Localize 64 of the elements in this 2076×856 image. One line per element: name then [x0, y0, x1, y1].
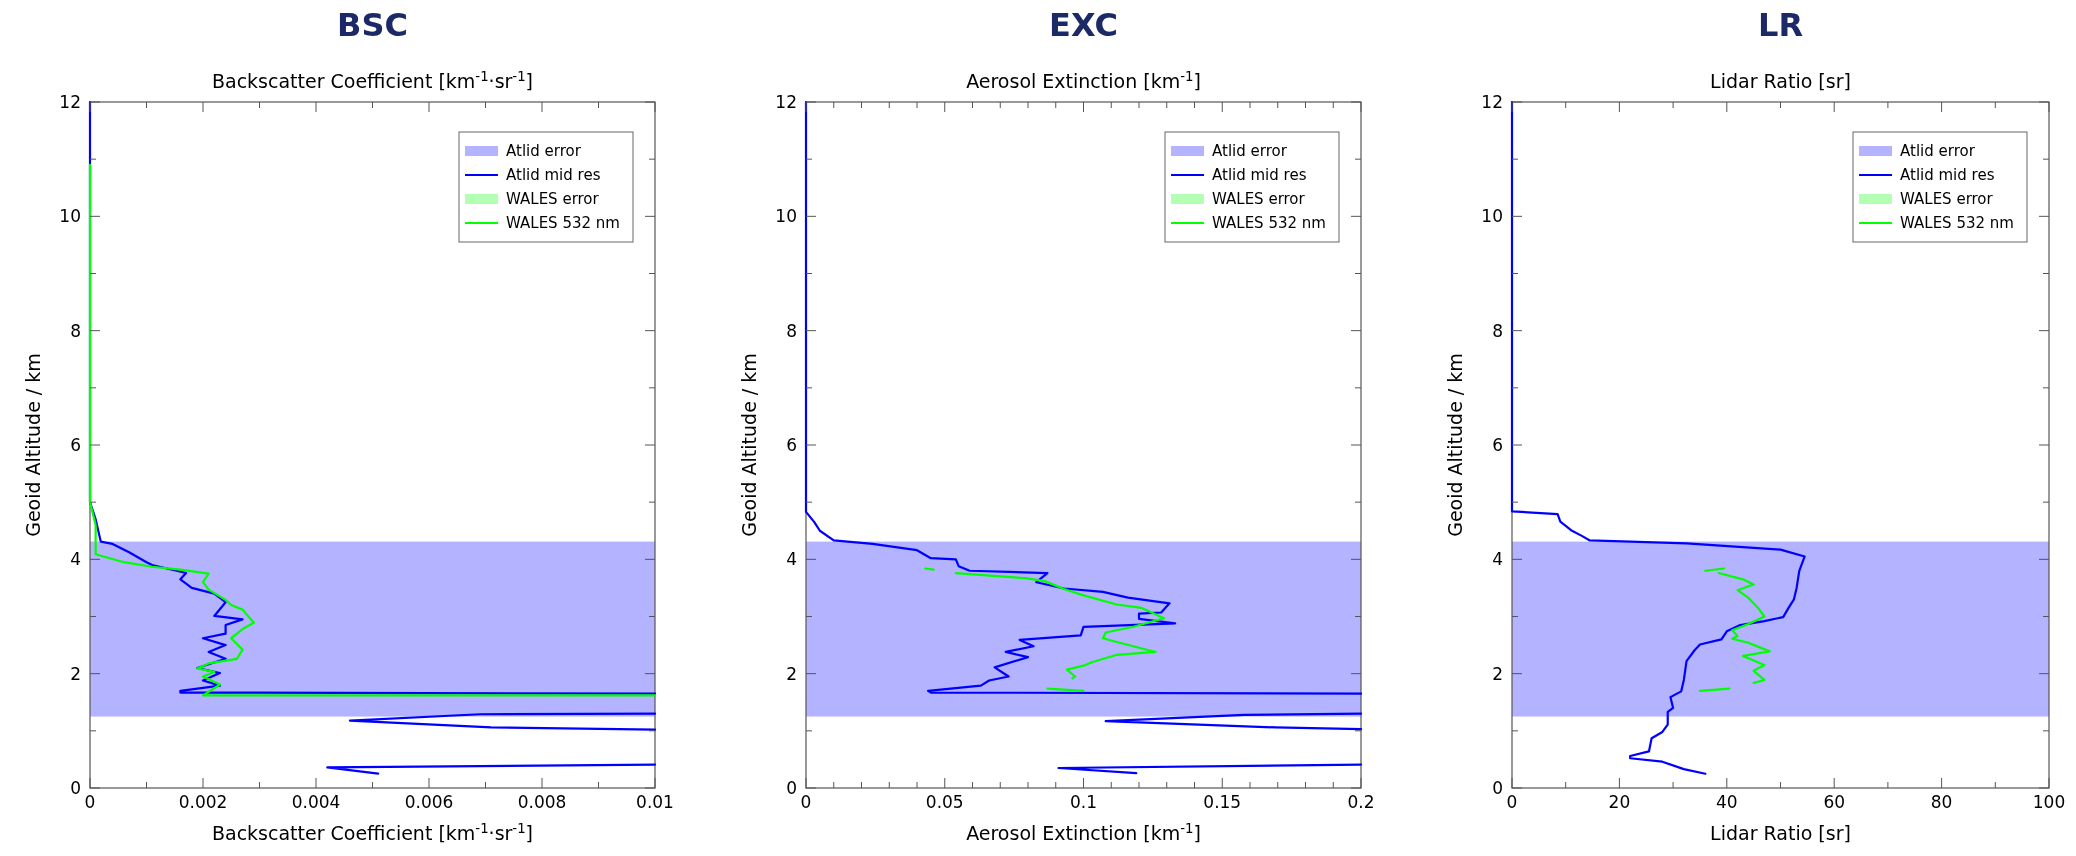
x-tick-label: 0.004	[291, 792, 341, 812]
y-tick-label: 10	[59, 206, 81, 227]
chart-subtitle: Lidar Ratio [sr]	[1710, 70, 1851, 92]
y-tick-label: 6	[70, 435, 81, 455]
y-tick-label: 2	[1492, 663, 1503, 684]
legend-label: WALES error	[1900, 190, 1994, 208]
legend-label: Atlid mid res	[1212, 166, 1307, 184]
y-tick-label: 12	[775, 92, 797, 112]
x-tick-label: 40	[1715, 792, 1738, 812]
x-tick-label: 20	[1608, 792, 1631, 812]
x-tick-label: 0.01	[636, 792, 674, 812]
chart-title: BSC	[337, 6, 408, 44]
y-tick-label: 0	[70, 778, 81, 798]
x-tick-label: 0.006	[404, 792, 454, 812]
chart-title: LR	[1757, 6, 1804, 44]
y-tick-label: 0	[1492, 778, 1503, 798]
y-tick-label: 10	[775, 206, 797, 227]
y-axis-title: Geoid Altitude / km	[1444, 353, 1466, 537]
y-tick-label: 4	[70, 549, 81, 570]
y-tick-label: 2	[70, 663, 81, 684]
x-tick-label: 100	[2032, 792, 2066, 812]
line-series	[88, 163, 657, 697]
x-tick-label: 0.002	[178, 792, 228, 812]
y-tick-label: 4	[786, 549, 797, 570]
x-tick-label: 0.05	[925, 792, 964, 812]
chart-title: EXC	[1049, 6, 1118, 44]
y-tick-label: 10	[1481, 206, 1503, 227]
chart-subtitle: Aerosol Extinction [km$^{-1}$]	[966, 68, 1201, 92]
legend-label: Atlid error	[1212, 142, 1288, 160]
legend-label: WALES 532 nm	[506, 214, 620, 232]
chart-subtitle: Backscatter Coefficient [km$^{-1}$·sr$^{-1}$]	[211, 68, 534, 92]
y-tick-label: 2	[786, 663, 797, 684]
legend-label: Atlid mid res	[1900, 166, 1995, 184]
x-tick-label: 0	[1506, 792, 1518, 812]
x-tick-label: 0	[800, 792, 812, 812]
legend-label: WALES error	[1212, 190, 1306, 208]
y-axis-title: Geoid Altitude / km	[738, 353, 760, 537]
x-tick-label: 0	[84, 792, 96, 812]
y-tick-label: 8	[786, 320, 797, 341]
x-tick-label: 80	[1930, 792, 1953, 812]
legend-label: WALES 532 nm	[1212, 214, 1326, 232]
x-axis-title: Backscatter Coefficient [km$^{-1}$·sr$^{-1}$]	[211, 820, 534, 844]
y-tick-label: 0	[786, 778, 797, 798]
x-axis-title: Aerosol Extinction [km$^{-1}$]	[966, 820, 1201, 844]
y-tick-label: 6	[786, 435, 797, 455]
legend-label: Atlid error	[1900, 142, 1976, 160]
y-tick-label: 8	[70, 320, 81, 341]
x-tick-label: 0.2	[1347, 792, 1375, 812]
y-axis-title: Geoid Altitude / km	[22, 353, 44, 537]
y-tick-label: 4	[1492, 549, 1503, 570]
y-tick-label: 8	[1492, 320, 1503, 341]
line-series	[1510, 100, 1806, 775]
legend-label: Atlid mid res	[506, 166, 601, 184]
x-tick-label: 0.008	[517, 792, 567, 812]
legend-label: WALES 532 nm	[1900, 214, 2014, 232]
x-axis-title: Lidar Ratio [sr]	[1710, 822, 1851, 844]
y-tick-label: 12	[59, 92, 81, 112]
y-tick-label: 12	[1481, 92, 1503, 112]
y-tick-label: 6	[1492, 435, 1503, 455]
legend-label: WALES error	[506, 190, 600, 208]
x-tick-label: 60	[1823, 792, 1846, 812]
legend-label: Atlid error	[506, 142, 582, 160]
x-tick-label: 0.1	[1069, 792, 1098, 812]
x-tick-label: 0.15	[1203, 792, 1242, 812]
